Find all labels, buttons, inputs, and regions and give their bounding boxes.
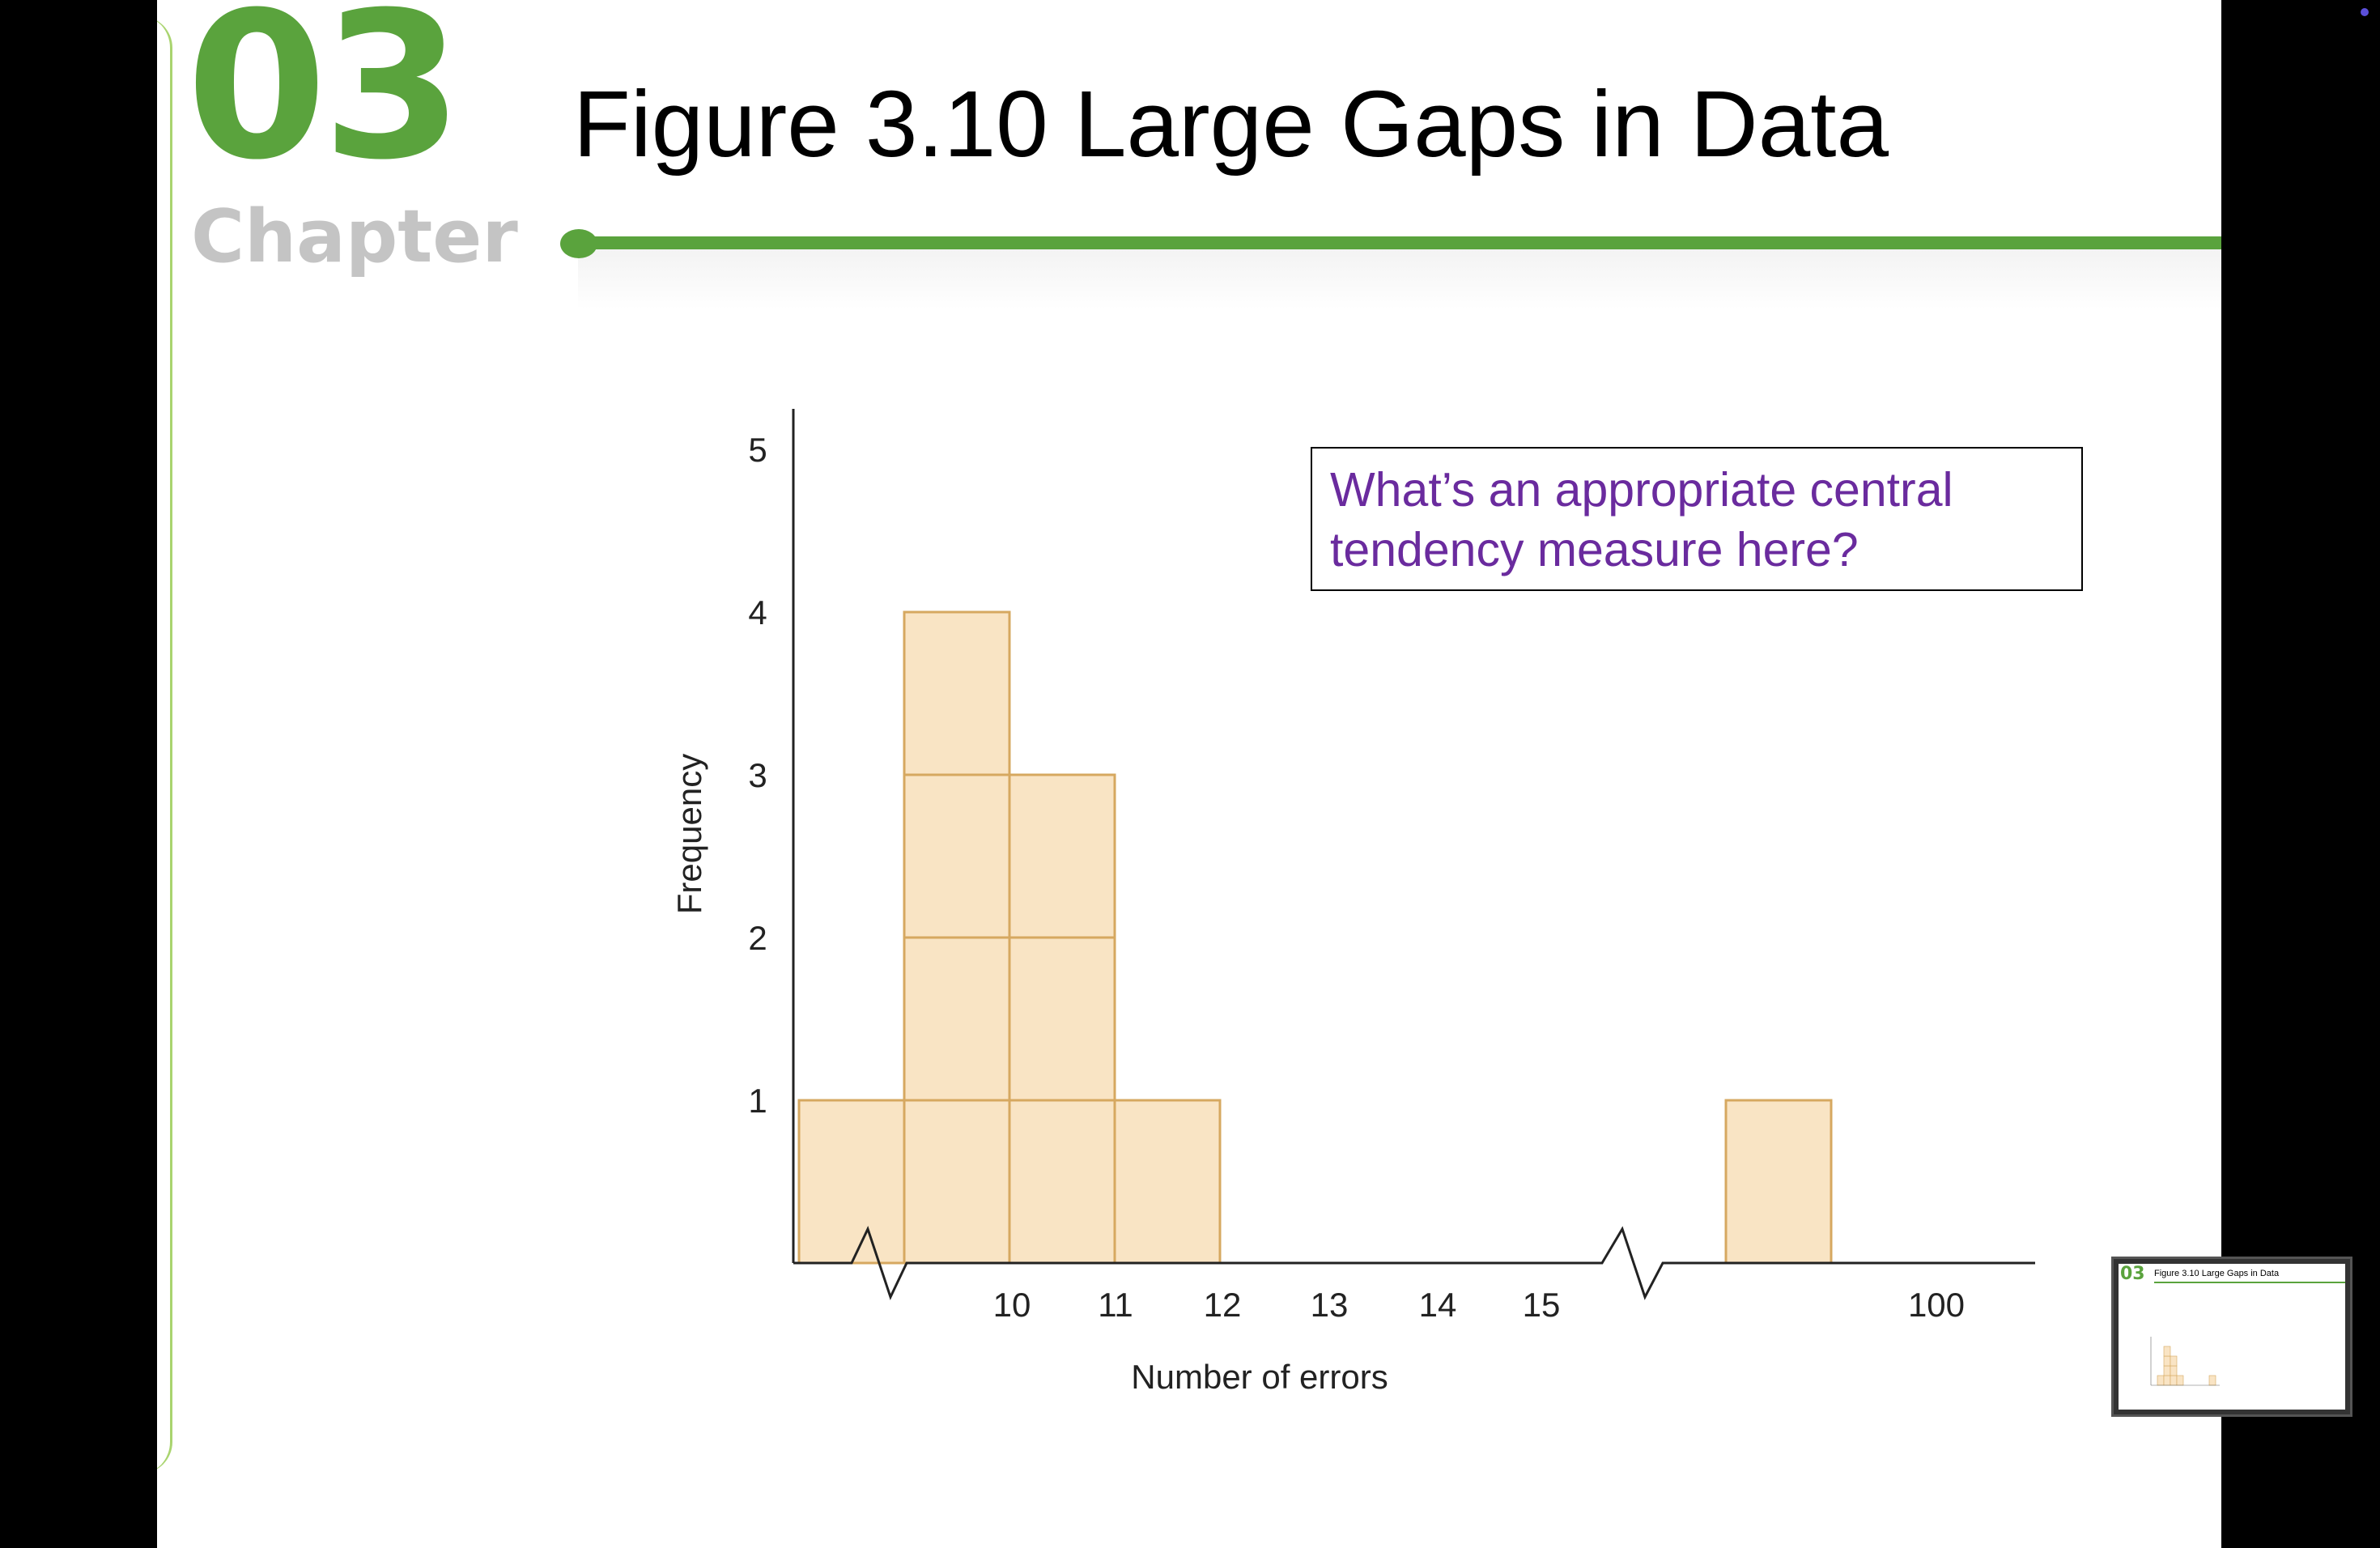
callout-box: What’s an appropriate central tendency m… — [1311, 447, 2083, 591]
y-tick-label-3: 3 — [748, 756, 767, 794]
y-tick-label-5: 5 — [748, 431, 767, 469]
thumbnail-chart — [2150, 1337, 2220, 1386]
bar-unit-12-1 — [1008, 1099, 1116, 1265]
x-tick-label-15: 15 — [1523, 1286, 1561, 1324]
thumbnail-preview: 03 Figure 3.10 Large Gaps in Data — [2119, 1264, 2345, 1410]
bar-unit-11-3 — [903, 773, 1011, 939]
title-rule-dot — [560, 229, 597, 258]
bar-unit-11-4 — [903, 610, 1011, 776]
thumb-bar-unit-11-1 — [2163, 1375, 2171, 1386]
thumbnail-chapter-number: 03 — [2120, 1264, 2145, 1284]
axes-layer — [792, 409, 2035, 1301]
x-tick-label-100: 100 — [1908, 1286, 1965, 1324]
thumb-bar-unit-10-1 — [2157, 1375, 2165, 1386]
bar-unit-11-2 — [903, 936, 1011, 1102]
x-axis-line-with-breaks — [793, 1225, 2035, 1301]
bar-unit-12-2 — [1008, 936, 1116, 1102]
slide-title: Figure 3.10 Large Gaps in Data — [573, 71, 1889, 176]
thumb-bar-unit-11-4 — [2163, 1346, 2171, 1357]
thumb-bar-unit-12-2 — [2170, 1365, 2178, 1376]
slide-thumbnail[interactable]: 03 Figure 3.10 Large Gaps in Data — [2111, 1257, 2352, 1417]
bar-unit-13-1 — [1113, 1099, 1222, 1265]
x-tick-label-11: 11 — [1098, 1286, 1133, 1324]
title-rule — [578, 236, 2221, 249]
x-tick-label-13: 13 — [1311, 1286, 1349, 1324]
x-tick-label-14: 14 — [1419, 1286, 1457, 1324]
bar-unit-12-3 — [1008, 773, 1116, 939]
y-tick-label-2: 2 — [748, 919, 767, 957]
header-shade — [578, 249, 2221, 309]
thumb-bar-unit-11-3 — [2163, 1355, 2171, 1367]
thumb-bar-unit-12-3 — [2170, 1355, 2178, 1367]
bar-unit-100-1 — [1724, 1099, 1833, 1265]
bar-unit-11-1 — [903, 1099, 1011, 1265]
left-bracket-decoration — [157, 16, 172, 1474]
chapter-label: Chapter — [191, 194, 518, 279]
x-tick-label-12: 12 — [1204, 1286, 1242, 1324]
thumb-bar-unit-100-1 — [2208, 1375, 2216, 1386]
indicator-dot — [2361, 8, 2369, 16]
slide: 03 Chapter Figure 3.10 Large Gaps in Dat… — [157, 0, 2221, 1548]
thumb-bar-unit-11-2 — [2163, 1365, 2171, 1376]
bar-unit-10-1 — [797, 1099, 906, 1265]
thumbnail-rule — [2154, 1282, 2345, 1283]
thumbnail-title: Figure 3.10 Large Gaps in Data — [2154, 1269, 2280, 1278]
thumb-bar-unit-13-1 — [2176, 1375, 2184, 1386]
callout-text: What’s an appropriate central tendency m… — [1330, 463, 1953, 576]
thumb-bar-unit-12-1 — [2170, 1375, 2178, 1386]
bars-layer — [797, 610, 1833, 1265]
x-axis-title: Number of errors — [1131, 1358, 1388, 1396]
chapter-number: 03 — [186, 0, 463, 204]
x-tick-label-10: 10 — [993, 1286, 1031, 1324]
y-tick-label-1: 1 — [748, 1082, 767, 1120]
y-axis-title: Frequency — [670, 754, 708, 914]
y-tick-label-4: 4 — [748, 593, 767, 632]
